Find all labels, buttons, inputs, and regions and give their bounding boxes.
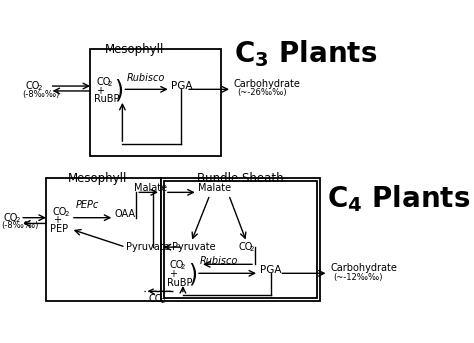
Text: Carbohydrate: Carbohydrate [330,263,397,273]
Text: CO: CO [96,77,110,87]
Text: 2: 2 [37,85,42,91]
Text: Malate: Malate [198,183,231,193]
Text: (~-26‰‰): (~-26‰‰) [237,88,286,97]
Text: Mesophyll: Mesophyll [68,172,128,185]
Text: 2: 2 [108,81,112,87]
Text: +: + [169,269,177,279]
Text: PGA: PGA [260,265,281,275]
Text: RuBP: RuBP [94,94,119,104]
Text: Pyruvate: Pyruvate [172,242,216,252]
Text: CO: CO [53,207,67,217]
Text: Mesophyll: Mesophyll [105,43,164,56]
Text: Pyruvate: Pyruvate [126,242,169,252]
Text: PGA: PGA [172,81,193,91]
Bar [46,178,161,301]
Text: CO: CO [148,294,163,304]
Text: (-8‰‰): (-8‰‰) [1,221,39,230]
Text: OAA: OAA [114,209,135,218]
Text: (~-12‰‰): (~-12‰‰) [333,273,383,282]
Text: Rubisco: Rubisco [200,256,238,266]
Bar [90,49,220,156]
Text: Bundle Sheath: Bundle Sheath [197,172,283,185]
Text: $\mathbf{C_3}$ Plants: $\mathbf{C_3}$ Plants [235,38,378,69]
Text: ): ) [188,262,197,286]
Bar [161,178,320,301]
Text: ): ) [114,78,123,102]
Text: RuBP: RuBP [166,278,192,288]
Text: Rubisco: Rubisco [127,73,165,83]
Bar [164,181,318,298]
Text: 2: 2 [250,246,255,252]
Text: (-8‰‰): (-8‰‰) [23,90,60,99]
Text: 2: 2 [64,211,69,217]
Text: PEP: PEP [50,224,69,234]
Text: 2: 2 [181,264,185,270]
Text: $\mathbf{C_4}$ Plants: $\mathbf{C_4}$ Plants [327,184,470,214]
Text: +: + [96,86,104,96]
Text: PEPc: PEPc [76,200,99,211]
Text: 2: 2 [15,217,19,223]
Text: CO: CO [26,81,40,91]
Text: Carbohydrate: Carbohydrate [234,79,301,88]
Text: +: + [53,215,61,225]
Text: CO: CO [4,213,18,223]
Text: 2: 2 [160,298,164,304]
Text: Malate: Malate [134,183,167,193]
Text: CO: CO [169,260,183,270]
Text: CO: CO [238,242,253,252]
